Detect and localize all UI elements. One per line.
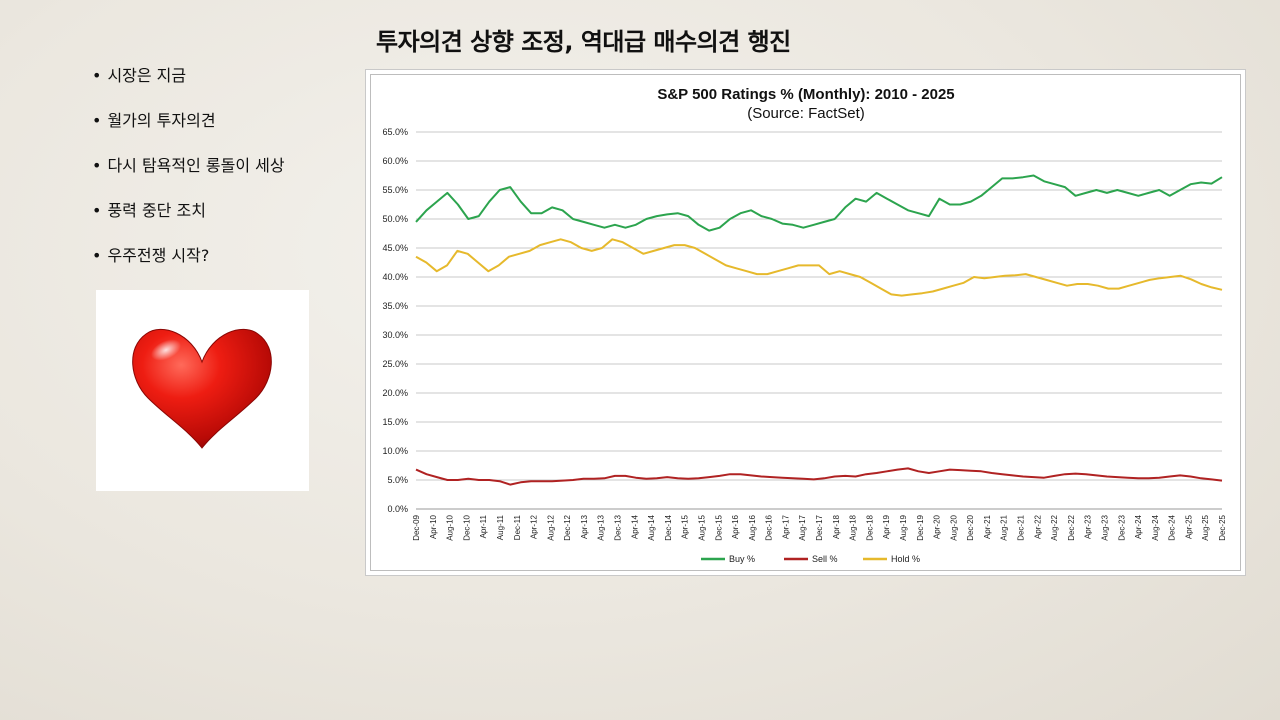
x-tick-label: Aug-11 bbox=[496, 514, 505, 540]
bullet-label: 월가의 투자의견 bbox=[107, 111, 216, 130]
y-tick-label: 5.0% bbox=[387, 475, 408, 485]
x-tick-label: Dec-10 bbox=[462, 514, 471, 540]
x-tick-label: Aug-19 bbox=[899, 514, 908, 540]
legend-label: Hold % bbox=[891, 554, 920, 564]
bullet-label: 풍력 중단 조치 bbox=[107, 201, 206, 220]
x-tick-label: Apr-24 bbox=[1134, 514, 1143, 539]
x-tick-label: Dec-12 bbox=[563, 514, 572, 540]
x-tick-label: Dec-18 bbox=[865, 514, 874, 540]
x-tick-label: Aug-23 bbox=[1100, 514, 1109, 540]
x-tick-label: Aug-14 bbox=[647, 514, 656, 540]
x-tick-label: Apr-10 bbox=[429, 514, 438, 539]
bullet-item: • 다시 탐욕적인 롱돌이 세상 bbox=[92, 154, 285, 199]
bullet-item: • 풍력 중단 조치 bbox=[92, 199, 285, 244]
x-tick-label: Dec-15 bbox=[714, 514, 723, 540]
y-tick-label: 0.0% bbox=[387, 504, 408, 514]
y-tick-label: 55.0% bbox=[382, 185, 408, 195]
y-tick-label: 10.0% bbox=[382, 446, 408, 456]
legend-label: Buy % bbox=[729, 554, 755, 564]
x-tick-label: Dec-25 bbox=[1218, 514, 1227, 540]
bullet-dot: • bbox=[92, 111, 102, 130]
x-tick-label: Aug-25 bbox=[1201, 514, 1210, 540]
x-tick-label: Aug-12 bbox=[546, 514, 555, 540]
y-tick-label: 45.0% bbox=[382, 243, 408, 253]
x-tick-label: Aug-18 bbox=[849, 514, 858, 540]
x-tick-label: Aug-24 bbox=[1151, 514, 1160, 540]
x-tick-label: Apr-23 bbox=[1084, 514, 1093, 539]
bullet-label: 다시 탐욕적인 롱돌이 세상 bbox=[107, 156, 285, 175]
chart-subtitle: (Source: FactSet) bbox=[747, 105, 865, 122]
series-line-hold bbox=[415, 238, 1223, 297]
x-tick-label: Apr-11 bbox=[479, 514, 488, 538]
bullet-list: • 시장은 지금 • 월가의 투자의견 • 다시 탐욕적인 롱돌이 세상 • 풍력 중단… bbox=[92, 64, 285, 289]
x-tick-label: Apr-16 bbox=[731, 514, 740, 539]
heart-image-card bbox=[96, 290, 309, 491]
chart-title: S&P 500 Ratings % (Monthly): 2010 - 2025 bbox=[657, 86, 954, 103]
x-tick-label: Apr-22 bbox=[1033, 514, 1042, 539]
x-tick-label: Dec-19 bbox=[916, 514, 925, 540]
x-tick-label: Apr-13 bbox=[580, 514, 589, 539]
x-tick-label: Apr-21 bbox=[983, 514, 992, 539]
heart-icon bbox=[132, 328, 272, 449]
x-tick-label: Apr-17 bbox=[781, 514, 790, 539]
y-tick-label: 30.0% bbox=[382, 330, 408, 340]
x-tick-label: Aug-17 bbox=[798, 514, 807, 540]
bullet-item: • 우주전쟁 시작? bbox=[92, 244, 285, 289]
x-tick-label: Dec-14 bbox=[664, 514, 673, 540]
x-tick-label: Dec-24 bbox=[1168, 514, 1177, 540]
x-tick-label: Aug-20 bbox=[949, 514, 958, 540]
x-tick-label: Aug-21 bbox=[1000, 514, 1009, 540]
x-tick-label: Apr-25 bbox=[1184, 514, 1193, 539]
bullet-dot: • bbox=[92, 66, 102, 85]
x-tick-label: Dec-09 bbox=[412, 514, 421, 540]
series-line-buy bbox=[415, 174, 1223, 232]
x-tick-label: Dec-21 bbox=[1017, 514, 1026, 540]
bullet-label: 우주전쟁 시작? bbox=[107, 246, 210, 265]
x-tick-label: Dec-16 bbox=[765, 514, 774, 540]
legend-label: Sell % bbox=[812, 554, 838, 564]
slide-title: 투자의견 상향 조정, 역대급 매수의견 행진 bbox=[376, 28, 791, 56]
y-tick-label: 50.0% bbox=[382, 214, 408, 224]
x-tick-label: Apr-12 bbox=[530, 514, 539, 539]
x-tick-label: Aug-10 bbox=[446, 514, 455, 540]
chart-inner-border bbox=[370, 74, 1241, 571]
x-tick-label: Aug-13 bbox=[597, 514, 606, 540]
chart-card: S&P 500 Ratings % (Monthly): 2010 - 2025… bbox=[365, 69, 1246, 576]
y-tick-label: 60.0% bbox=[382, 156, 408, 166]
y-tick-label: 40.0% bbox=[382, 272, 408, 282]
y-tick-label: 20.0% bbox=[382, 388, 408, 398]
bullet-dot: • bbox=[92, 156, 102, 175]
x-tick-label: Dec-11 bbox=[513, 514, 522, 540]
x-tick-label: Aug-22 bbox=[1050, 514, 1059, 540]
x-tick-label: Apr-15 bbox=[681, 514, 690, 539]
x-tick-label: Aug-16 bbox=[748, 514, 757, 540]
y-tick-label: 25.0% bbox=[382, 359, 408, 369]
y-tick-label: 15.0% bbox=[382, 417, 408, 427]
x-tick-label: Apr-19 bbox=[882, 514, 891, 539]
x-tick-label: Apr-20 bbox=[933, 514, 942, 539]
bullet-item: • 월가의 투자의견 bbox=[92, 109, 285, 154]
x-tick-label: Dec-23 bbox=[1117, 514, 1126, 540]
bullet-item: • 시장은 지금 bbox=[92, 64, 285, 109]
bullet-dot: • bbox=[92, 246, 102, 265]
x-tick-label: Aug-15 bbox=[697, 514, 706, 540]
x-tick-label: Apr-14 bbox=[630, 514, 639, 539]
bullet-dot: • bbox=[92, 201, 102, 220]
x-tick-label: Dec-13 bbox=[614, 514, 623, 540]
ratings-line-chart: S&P 500 Ratings % (Monthly): 2010 - 2025… bbox=[382, 86, 1227, 564]
series-line-sell bbox=[415, 467, 1223, 486]
y-tick-label: 35.0% bbox=[382, 301, 408, 311]
x-tick-label: Dec-17 bbox=[815, 514, 824, 540]
y-tick-label: 65.0% bbox=[382, 127, 408, 137]
x-tick-label: Dec-22 bbox=[1067, 514, 1076, 540]
bullet-label: 시장은 지금 bbox=[107, 66, 187, 85]
x-tick-label: Apr-18 bbox=[832, 514, 841, 539]
x-tick-label: Dec-20 bbox=[966, 514, 975, 540]
